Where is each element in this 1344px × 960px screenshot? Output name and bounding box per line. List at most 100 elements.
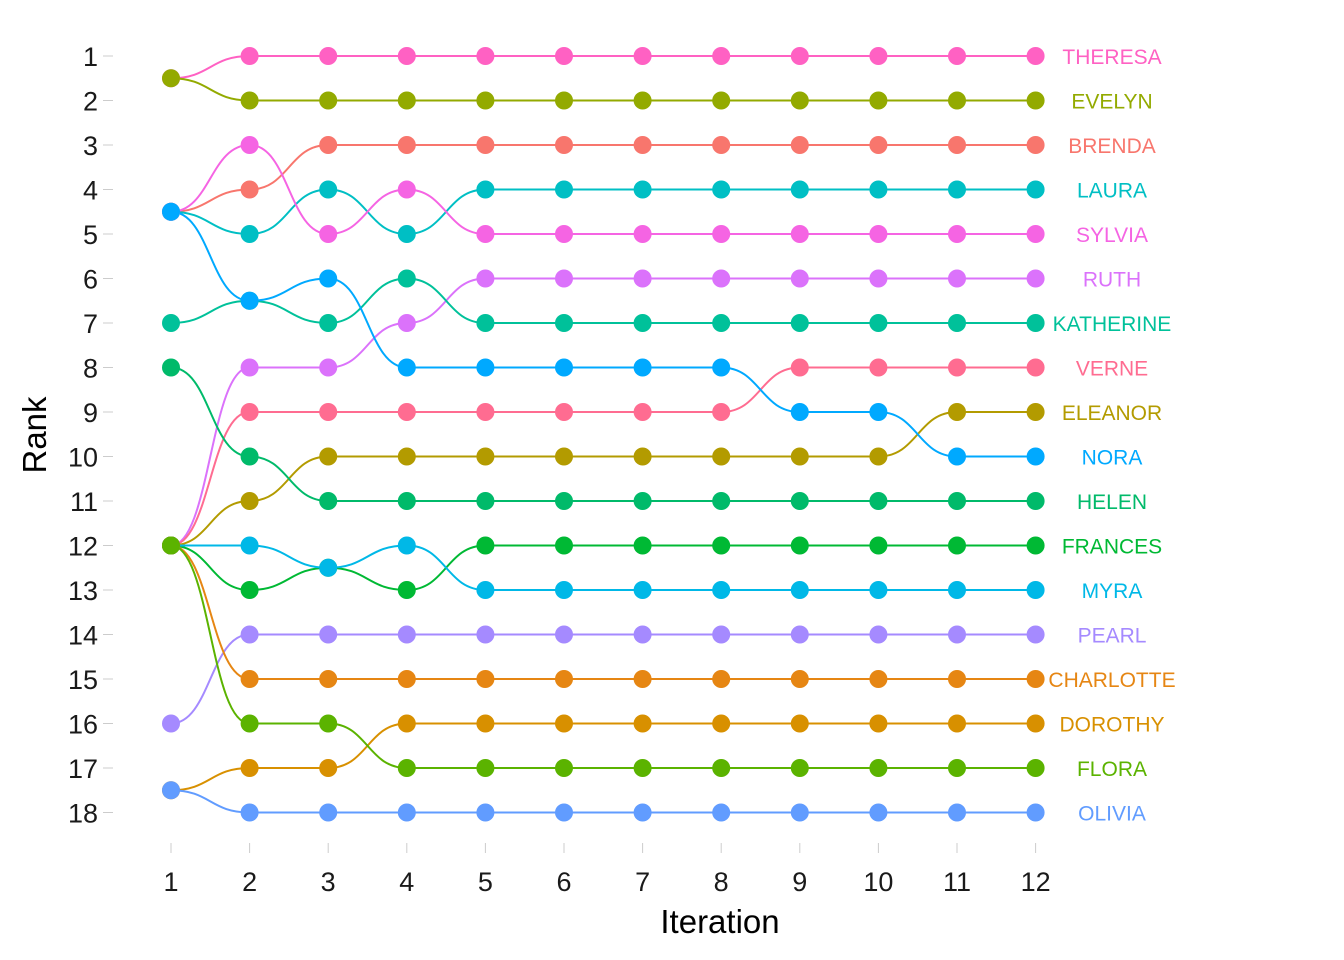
data-point	[240, 803, 259, 822]
y-tick-label: 4	[83, 176, 98, 206]
data-point	[162, 714, 180, 733]
data-point	[633, 625, 652, 644]
data-point	[633, 225, 652, 243]
data-point	[633, 314, 652, 332]
data-point	[397, 358, 416, 377]
data-point	[397, 91, 416, 110]
data-point	[319, 492, 338, 510]
data-point	[397, 47, 416, 65]
y-tick-label: 3	[83, 131, 98, 161]
data-point	[633, 714, 652, 733]
data-point	[476, 803, 495, 822]
data-point	[555, 180, 573, 199]
data-point	[712, 358, 731, 377]
series-labels: THERESA EVELYN BRENDA LAURA SYLVIA RUTH KATHER…	[1048, 46, 1175, 826]
y-tick-label: 12	[68, 532, 98, 562]
x-tick-label: 6	[556, 867, 571, 897]
data-point	[633, 91, 652, 110]
data-point	[397, 314, 416, 332]
data-point	[869, 581, 888, 599]
series-line	[170, 544, 1036, 591]
x-tick-label: 10	[863, 867, 893, 897]
data-point	[1026, 225, 1045, 243]
data-point	[319, 358, 338, 377]
data-point	[869, 759, 888, 777]
series-label: LAURA	[1077, 180, 1147, 203]
series-label: ELEANOR	[1062, 402, 1162, 425]
data-point	[240, 91, 259, 110]
data-point	[712, 447, 731, 466]
y-tick-label: 15	[68, 665, 98, 695]
data-point	[476, 91, 495, 110]
data-point	[633, 670, 652, 688]
data-point	[869, 91, 888, 110]
data-point	[869, 403, 888, 421]
data-point	[712, 314, 731, 332]
series-label: BRENDA	[1068, 135, 1156, 158]
data-point	[790, 314, 809, 332]
y-tick-label: 7	[83, 309, 98, 339]
data-point	[869, 447, 888, 466]
data-point	[162, 781, 180, 800]
data-point	[1026, 625, 1045, 644]
series-points	[162, 47, 1045, 822]
data-point	[790, 269, 809, 288]
data-point	[712, 47, 731, 65]
data-point	[948, 670, 966, 688]
y-tick-label: 13	[68, 576, 98, 606]
data-point	[555, 358, 573, 377]
data-point	[790, 91, 809, 110]
data-point	[633, 136, 652, 154]
data-point	[397, 759, 416, 777]
data-point	[476, 581, 495, 599]
series-line	[170, 210, 1036, 458]
data-point	[1026, 358, 1045, 377]
data-point	[948, 581, 966, 599]
data-point	[476, 759, 495, 777]
data-point	[869, 358, 888, 377]
data-point	[1026, 714, 1045, 733]
series-label: SYLVIA	[1076, 224, 1148, 247]
series-label: FLORA	[1077, 758, 1147, 781]
data-point	[948, 625, 966, 644]
data-point	[397, 403, 416, 421]
data-point	[948, 492, 966, 510]
data-point	[319, 269, 338, 288]
data-point	[633, 447, 652, 466]
data-point	[948, 91, 966, 110]
data-point	[790, 492, 809, 510]
data-point	[712, 581, 731, 599]
data-point	[1026, 759, 1045, 777]
data-point	[948, 136, 966, 154]
series-label: HELEN	[1077, 491, 1147, 514]
data-point	[1026, 269, 1045, 288]
data-point	[948, 759, 966, 777]
data-point	[869, 670, 888, 688]
data-point	[555, 136, 573, 154]
data-point	[633, 47, 652, 65]
series-label: KATHERINE	[1053, 313, 1172, 336]
data-point	[790, 403, 809, 421]
data-point	[948, 47, 966, 65]
data-point	[790, 225, 809, 243]
data-point	[240, 358, 259, 377]
data-point	[240, 225, 259, 243]
y-tick-label: 18	[68, 799, 98, 829]
data-point	[948, 403, 966, 421]
data-point	[869, 269, 888, 288]
series-line	[170, 544, 1036, 592]
data-point	[319, 714, 338, 733]
data-point	[240, 291, 259, 310]
data-point	[790, 180, 809, 199]
data-point	[869, 47, 888, 65]
data-point	[555, 47, 573, 65]
data-point	[1026, 803, 1045, 822]
data-point	[790, 759, 809, 777]
data-point	[476, 625, 495, 644]
x-tick-label: 11	[943, 867, 971, 897]
data-point	[1026, 180, 1045, 199]
data-point	[712, 403, 731, 421]
data-point	[162, 536, 180, 555]
x-tick-label: 3	[321, 867, 336, 897]
